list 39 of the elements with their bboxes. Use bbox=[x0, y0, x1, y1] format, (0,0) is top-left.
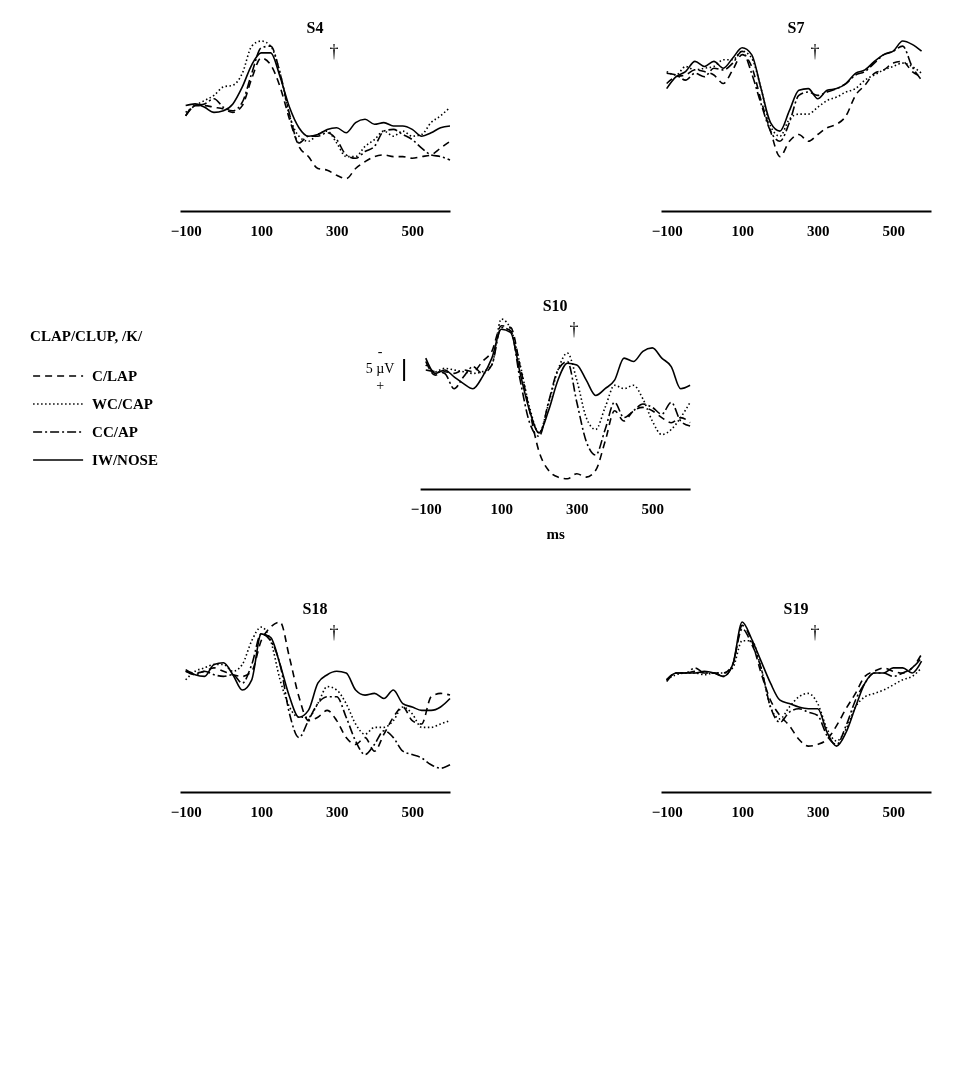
chart-title: S10 bbox=[542, 297, 568, 315]
x-tick-label: 300 bbox=[806, 803, 830, 820]
x-tick-label: −100 bbox=[651, 803, 683, 820]
x-tick-label: −100 bbox=[651, 222, 683, 239]
x-tick-label: 500 bbox=[882, 222, 905, 239]
x-tick-label: −100 bbox=[170, 222, 202, 239]
x-axis-title: ms bbox=[546, 525, 565, 542]
x-tick-label: 500 bbox=[401, 803, 424, 820]
chart-title: S18 bbox=[302, 600, 328, 618]
x-tick-label: 100 bbox=[250, 803, 273, 820]
text: + bbox=[376, 378, 385, 393]
x-tick-label: 100 bbox=[731, 222, 754, 239]
x-tick-label: 300 bbox=[325, 222, 349, 239]
chart-title: S19 bbox=[783, 600, 809, 618]
legend-label: WC/CAP bbox=[92, 396, 153, 412]
x-tick-label: 100 bbox=[731, 803, 754, 820]
chart-title: S4 bbox=[306, 19, 324, 37]
annotation: † bbox=[810, 622, 820, 642]
x-tick-label: 100 bbox=[250, 222, 273, 239]
chart-title: S7 bbox=[787, 19, 805, 37]
x-tick-label: 500 bbox=[401, 222, 424, 239]
x-tick-label: 300 bbox=[566, 500, 589, 517]
annotation: † bbox=[810, 41, 820, 61]
text: 5 µV bbox=[365, 361, 395, 376]
x-tick-label: 500 bbox=[882, 803, 905, 820]
x-tick-label: 300 bbox=[325, 803, 349, 820]
annotation: † bbox=[329, 622, 339, 642]
legend-label: CC/AP bbox=[92, 424, 138, 440]
annotation: † bbox=[569, 319, 579, 339]
legend-label: IW/NOSE bbox=[92, 452, 158, 468]
x-tick-label: 500 bbox=[641, 500, 665, 517]
x-tick-label: −100 bbox=[170, 803, 202, 820]
text: - bbox=[377, 344, 383, 359]
annotation: † bbox=[329, 41, 339, 61]
legend-title: CLAP/CLUP, /K/ bbox=[30, 328, 143, 344]
legend-label: C/LAP bbox=[92, 368, 138, 384]
x-tick-label: −100 bbox=[410, 500, 442, 517]
x-tick-label: 100 bbox=[490, 500, 514, 517]
x-tick-label: 300 bbox=[806, 222, 830, 239]
